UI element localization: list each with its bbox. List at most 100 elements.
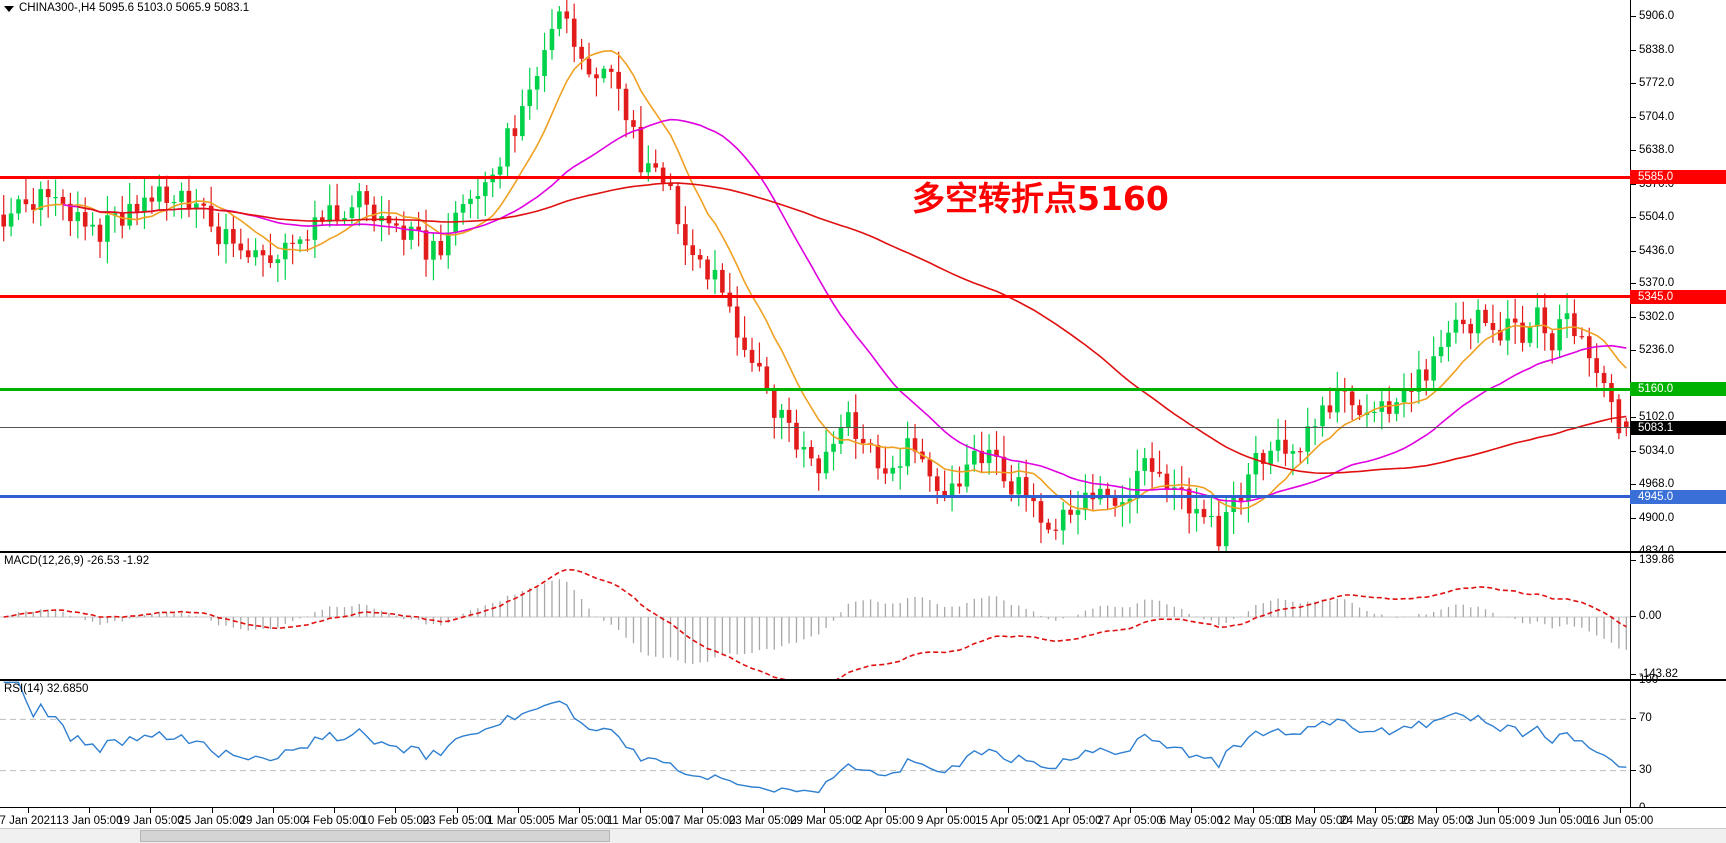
price-tick-label: 5436.0 — [1639, 244, 1675, 257]
level-line-5585-0[interactable] — [0, 175, 1630, 179]
time-tick — [1130, 808, 1132, 813]
price-plot-area[interactable] — [0, 0, 1630, 551]
level-label-5083-1[interactable]: 5083.1 — [1630, 420, 1726, 435]
level-line-4945-0[interactable] — [0, 495, 1630, 499]
time-tick-label: 7 Jan 2021 — [0, 815, 57, 827]
price-tick-label: 5504.0 — [1639, 210, 1675, 223]
time-tick-label: 10 Feb 05:00 — [361, 815, 430, 827]
price-tick-label: 5302.0 — [1639, 311, 1675, 324]
time-tick-label: 28 May 05:00 — [1401, 815, 1472, 827]
price-axis[interactable]: 5906.05838.05772.05704.05638.05570.05504… — [1630, 0, 1726, 557]
macd-plot-area[interactable] — [0, 553, 1630, 679]
price-tick-label: 5236.0 — [1639, 344, 1675, 357]
level-label-4945-0[interactable]: 4945.0 — [1630, 489, 1726, 504]
time-tick — [1007, 808, 1009, 813]
price-tick-label: 5772.0 — [1639, 76, 1675, 89]
rsi-plot-area[interactable] — [0, 681, 1630, 807]
price-tick-label: 5102.0 — [1639, 411, 1675, 424]
level-label-5160-0[interactable]: 5160.0 — [1630, 382, 1726, 397]
time-tick — [579, 808, 581, 813]
time-tick-label: 9 Jun 05:00 — [1528, 815, 1589, 827]
macd-series — [0, 568, 1630, 679]
time-tick-label: 23 Mar 05:00 — [728, 815, 797, 827]
time-tick — [1313, 808, 1315, 813]
rsi-tick-label: 30 — [1639, 763, 1652, 776]
time-tick-label: 15 Apr 05:00 — [975, 815, 1041, 827]
price-tick-label: 4900.0 — [1639, 512, 1675, 525]
macd-tick-label: -143.82 — [1639, 667, 1679, 680]
time-tick — [150, 808, 152, 813]
price-tick-label: 5704.0 — [1639, 110, 1675, 123]
time-tick-label: 27 Apr 05:00 — [1097, 815, 1163, 827]
time-tick-label: 6 May 05:00 — [1159, 815, 1224, 827]
horizontal-scrollbar[interactable] — [0, 828, 1726, 843]
time-tick-label: 11 Mar 05:00 — [606, 815, 674, 827]
time-tick-label: 9 Apr 05:00 — [917, 815, 976, 827]
time-tick — [395, 808, 397, 813]
macd-tick-label: 0.00 — [1639, 610, 1662, 622]
macd-axis[interactable]: 139.86 0.00 -143.82 — [1630, 553, 1726, 680]
time-tick-label: 2 Apr 05:00 — [855, 815, 915, 827]
price-tick-label: 5370.0 — [1639, 277, 1675, 290]
rsi-tick-label: 100 — [1639, 674, 1659, 686]
time-tick-label: 1 Mar 05:00 — [487, 815, 549, 827]
time-tick-label: 19 Jan 05:00 — [117, 815, 184, 827]
time-tick-label: 24 May 05:00 — [1340, 815, 1410, 827]
time-tick-label: 3 Jun 05:00 — [1467, 815, 1528, 827]
level-line-5160-0[interactable] — [0, 387, 1630, 391]
time-tick-label: 25 Jan 05:00 — [178, 815, 245, 827]
price-tick-label: 5906.0 — [1639, 9, 1675, 22]
price-tick-label: 5638.0 — [1639, 143, 1675, 156]
rsi-axis[interactable]: 10070300 — [1630, 674, 1726, 814]
time-tick — [762, 808, 764, 813]
time-tick — [1375, 808, 1377, 813]
time-tick — [1497, 808, 1499, 813]
time-tick — [1558, 808, 1560, 813]
time-tick-label: 16 Jun 05:00 — [1586, 815, 1654, 827]
level-label-5585-0[interactable]: 5585.0 — [1630, 170, 1726, 185]
time-tick — [885, 808, 887, 813]
time-tick — [334, 808, 336, 813]
level-label-5345-0[interactable]: 5345.0 — [1630, 289, 1726, 304]
macd-tick-label: 139.86 — [1639, 554, 1675, 567]
time-tick-label: 12 May 05:00 — [1217, 815, 1288, 827]
time-tick — [1620, 808, 1621, 813]
time-tick — [946, 808, 948, 813]
price-tick-label: 5838.0 — [1639, 43, 1675, 56]
time-tick-label: 4 Feb 05:00 — [303, 815, 365, 827]
price-tick-label: 5034.0 — [1639, 445, 1675, 458]
rsi-header: RSI(14) 32.6850 — [4, 683, 89, 695]
time-tick-label: 17 Mar 05:00 — [667, 815, 736, 827]
time-tick-label: 13 Jan 05:00 — [55, 815, 123, 827]
time-tick-label: 18 May 05:00 — [1279, 815, 1349, 827]
macd-panel[interactable]: MACD(12,26,9) -26.53 -1.92 139.86 0.00 -14… — [0, 552, 1726, 680]
rsi-series — [0, 681, 1630, 794]
macd-header: MACD(12,26,9) -26.53 -1.92 — [4, 555, 150, 567]
time-tick — [28, 808, 29, 813]
price-panel[interactable]: CHINA300-,H4 5095.6 5103.0 5065.9 5083.1… — [0, 0, 1726, 557]
level-line-5083-1[interactable] — [0, 427, 1630, 429]
rsi-panel[interactable]: RSI(14) 32.6850 10070300 — [0, 674, 1726, 814]
price-candles — [1, 0, 1629, 551]
time-tick — [517, 808, 519, 813]
time-tick — [1191, 808, 1193, 813]
time-tick — [701, 808, 703, 813]
time-tick — [640, 808, 642, 813]
time-tick-label: 29 Mar 05:00 — [790, 815, 858, 827]
time-tick — [211, 808, 213, 813]
level-line-5345-0[interactable] — [0, 295, 1630, 299]
time-tick — [456, 808, 458, 813]
time-tick — [1252, 808, 1254, 813]
time-tick — [1068, 808, 1070, 813]
time-tick — [1436, 808, 1438, 813]
chart-annotation: 多空转折点5160 — [912, 179, 1169, 218]
chevron-down-icon[interactable] — [4, 5, 14, 12]
symbol-header-label: CHINA300-,H4 5095.6 5103.0 5065.9 5083.1 — [19, 2, 250, 14]
scrollbar-thumb[interactable] — [140, 830, 610, 842]
time-tick-label: 29 Jan 05:00 — [239, 815, 307, 827]
symbol-header[interactable]: CHINA300-,H4 5095.6 5103.0 5065.9 5083.1 — [4, 2, 249, 15]
time-tick — [824, 808, 825, 813]
time-tick — [89, 808, 91, 813]
time-tick-label: 5 Mar 05:00 — [548, 815, 610, 827]
